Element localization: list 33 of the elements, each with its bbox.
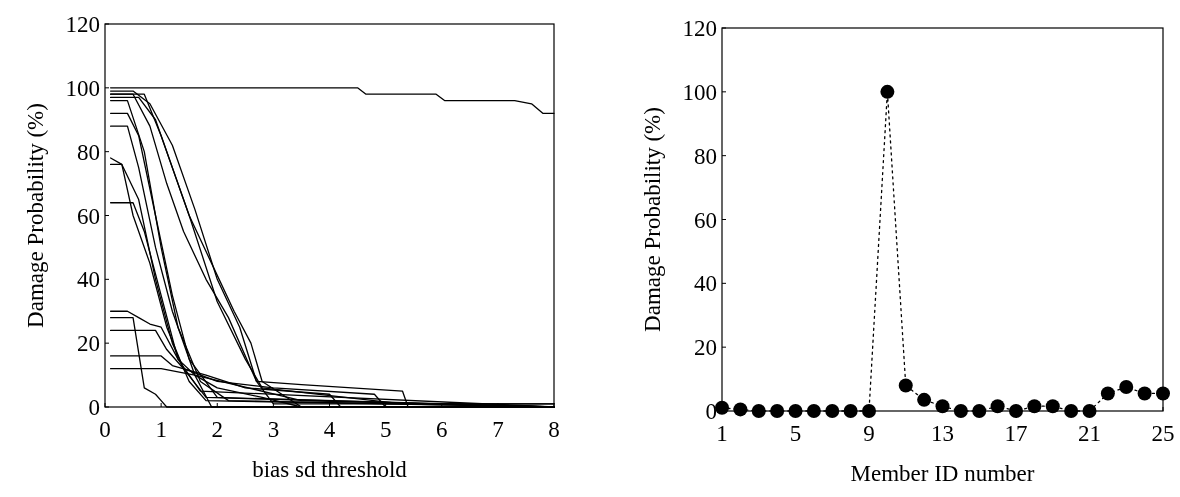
y-tick-label: 80 [694,143,717,169]
y-tick-label: 20 [694,335,717,361]
x-tick-label: 17 [1004,421,1028,446]
y-tick-label: 120 [65,12,100,38]
x-tick-label: 7 [492,417,504,442]
x-tick-label: 1 [716,421,728,446]
y-axis-title: Damage Probability (%) [640,107,665,332]
y-tick-label: 0 [705,399,717,425]
x-tick-label: 5 [379,417,392,442]
y-tick-label: 20 [77,331,100,357]
x-tick-label: 8 [548,417,560,442]
x-tick-label: 6 [436,417,448,442]
x-tick-label: 1 [155,417,167,442]
x-tick-label: 5 [789,421,802,446]
y-tick-label: 80 [77,139,100,165]
x-tick-label: 9 [863,421,875,446]
y-tick-label: 0 [88,395,100,421]
y-tick-label: 120 [682,16,717,42]
x-tick-label: 2 [211,417,223,442]
y-tick-label: 40 [694,271,717,297]
x-axis-title: bias sd threshold [252,457,408,482]
x-tick-label: 25 [1151,421,1175,446]
x-tick-label: 21 [1078,421,1101,446]
y-tick-label: 40 [77,267,100,293]
x-tick-label: 4 [323,417,336,442]
y-tick-label: 60 [694,207,717,233]
y-axis-title: Damage Probability (%) [23,103,48,328]
y-tick-label: 100 [682,79,717,105]
x-axis-title: Member ID number [850,461,1035,486]
y-tick-label: 100 [65,75,100,101]
y-tick-label: 60 [77,203,100,229]
x-tick-label: 13 [931,421,954,446]
x-tick-label: 3 [267,417,280,442]
